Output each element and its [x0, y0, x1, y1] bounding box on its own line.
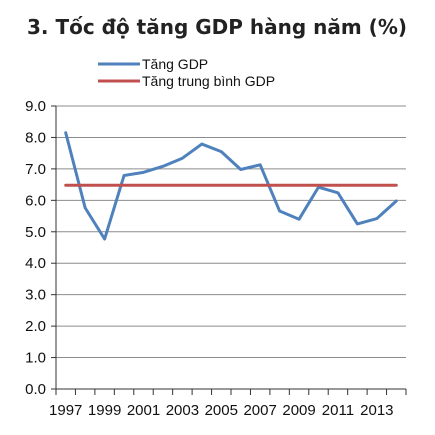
chart-title: 3. Tốc độ tăng GDP hàng năm (%): [27, 15, 407, 39]
x-tick-label: 2011: [322, 402, 354, 419]
y-tick-label: 8.0: [25, 129, 46, 146]
x-tick-label: 2007: [243, 402, 276, 419]
y-tick-label: 0.0: [25, 381, 46, 398]
y-tick-label: 5.0: [25, 224, 46, 241]
x-tick-label: 2013: [360, 402, 393, 419]
legend-label-tang-trung-binh-gdp: Tăng trung bình GDP: [142, 73, 275, 89]
x-tick-label: 1997: [49, 402, 82, 419]
x-tick-label: 2003: [166, 402, 199, 419]
gridlines: [56, 105, 406, 359]
y-tick-label: 6.0: [25, 192, 46, 209]
y-tick-label: 9.0: [25, 98, 46, 115]
x-tick-label: 2005: [205, 402, 238, 419]
x-tick-labels: 1997 1999 2001 2003 2005 2007 2009 2011 2013: [49, 402, 393, 419]
x-tick-label: 2001: [127, 402, 160, 419]
y-tick-label: 2.0: [25, 318, 46, 335]
axes: [51, 105, 407, 395]
y-tick-label: 3.0: [25, 287, 46, 304]
y-tick-label: 4.0: [25, 255, 46, 272]
x-tick-label: 1999: [88, 402, 121, 419]
legend: Tăng GDP Tăng trung bình GDP: [98, 56, 275, 89]
series-lines: [64, 131, 398, 241]
y-tick-label: 7.0: [25, 161, 46, 178]
legend-label-tang-gdp: Tăng GDP: [142, 56, 208, 72]
y-tick-labels: 0.0 1.0 2.0 3.0 4.0 5.0 6.0 7.0 8.0 9.0: [25, 98, 46, 398]
y-tick-label: 1.0: [25, 350, 46, 367]
x-tick-label: 2009: [282, 402, 315, 419]
